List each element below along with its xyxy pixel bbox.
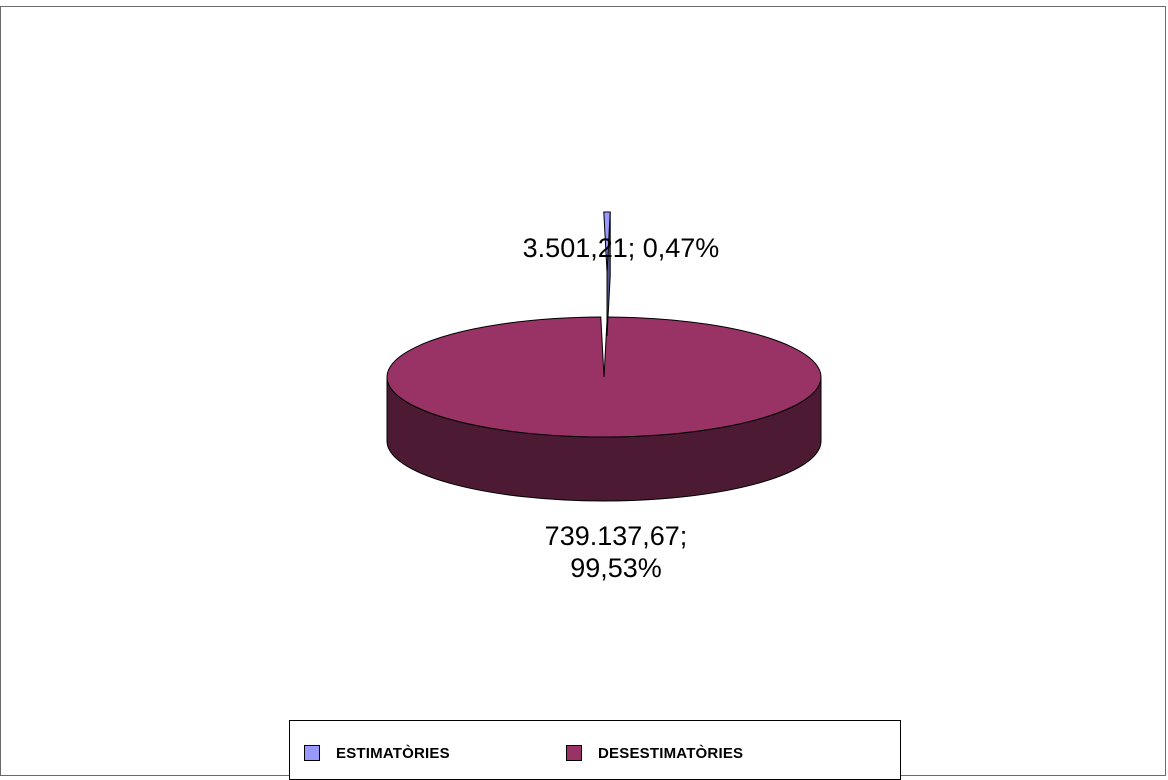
data-label-desestimatories-value: 739.137,67; — [544, 521, 688, 551]
legend-label-desestimatories: DESESTIMATÒRIES — [598, 744, 744, 762]
legend-item-estimatories: ESTIMATÒRIES — [304, 743, 450, 763]
data-label-desestimatories-percent: 99,53% — [570, 553, 662, 583]
legend-item-desestimatories: DESESTIMATÒRIES — [566, 743, 743, 763]
pie-slice-desestimatories — [386, 316, 822, 438]
pie-chart — [386, 211, 822, 502]
data-label-desestimatories: 739.137,67; 99,53% — [466, 520, 766, 584]
pie-slice-estimatories — [603, 211, 611, 273]
data-label-estimatories: 3.501,21; 0,47% — [481, 232, 761, 264]
chart-area: 3.501,21; 0,47% 739.137,67; 99,53% ESTIM… — [0, 6, 1166, 780]
legend-label-estimatories: ESTIMATÒRIES — [336, 744, 450, 762]
data-label-estimatories-text: 3.501,21; 0,47% — [522, 233, 720, 263]
legend: ESTIMATÒRIES DESESTIMATÒRIES — [289, 720, 901, 780]
legend-swatch-desestimatories — [566, 745, 582, 761]
legend-swatch-estimatories — [304, 745, 320, 761]
